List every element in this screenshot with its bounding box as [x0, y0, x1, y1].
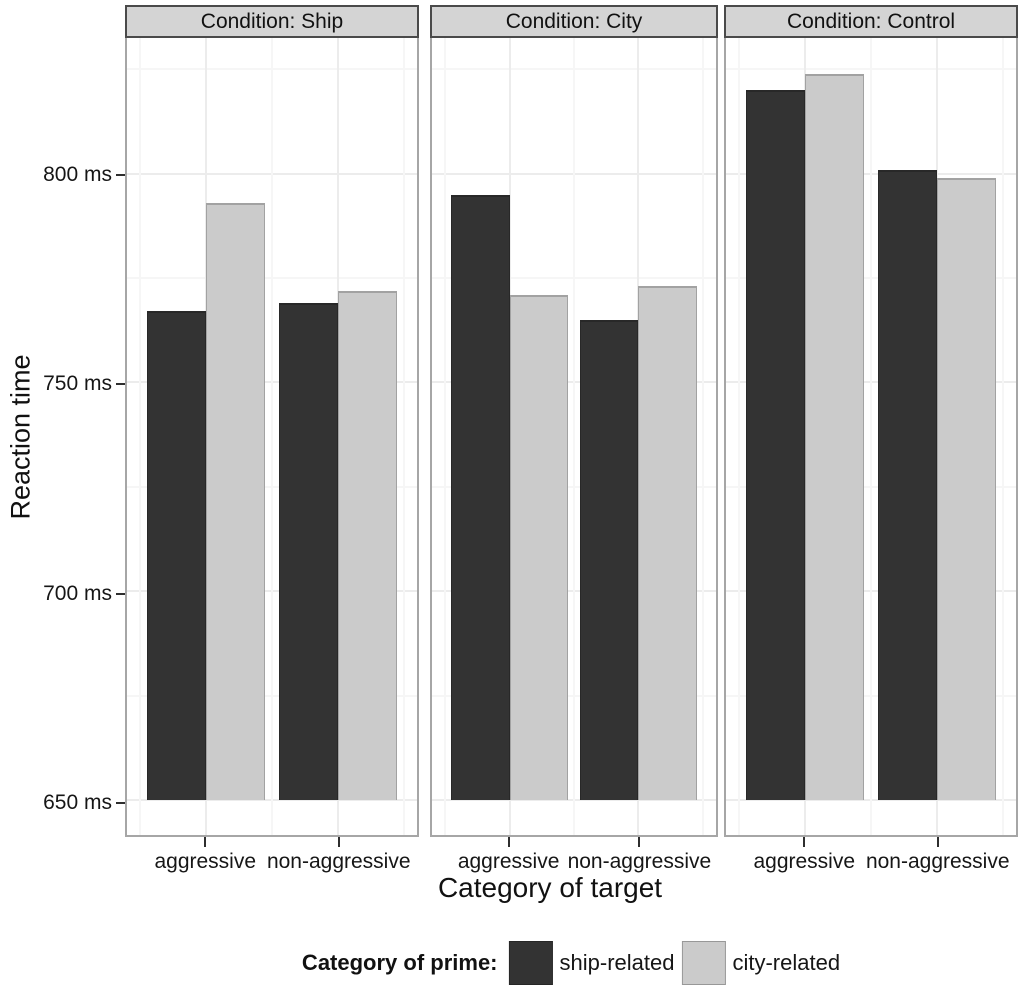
x-tick-label-non-aggressive: non-aggressive — [567, 850, 712, 873]
y-tick-mark-750 — [116, 383, 125, 385]
facet-control: Condition: Control aggressive non-aggres… — [724, 5, 1018, 873]
legend-title: Category of prime: — [301, 950, 498, 975]
bar-city-related-aggressive — [206, 202, 266, 800]
gridline-minor-vertical — [738, 38, 741, 835]
y-tick-label-700: 700 ms — [43, 582, 112, 605]
y-tick-label-750: 750 ms — [43, 372, 112, 395]
x-tick-label-non-aggressive: non-aggressive — [266, 850, 411, 873]
y-tick-mark-800 — [116, 174, 125, 176]
bar-city-related-aggressive — [805, 73, 865, 800]
bar-ship-related-non-aggressive — [580, 319, 639, 800]
gridline-minor-vertical — [870, 38, 872, 835]
facet-panel-ship — [125, 38, 419, 837]
facet-ship: Condition: Ship aggressive non-aggressiv… — [125, 5, 419, 873]
y-tick-mark-700 — [116, 593, 125, 595]
bar-ship-related-non-aggressive — [877, 169, 937, 800]
facet-strip-ship: Condition: Ship — [125, 5, 419, 38]
gridline-minor-vertical — [443, 38, 446, 835]
bar-city-related-non-aggressive — [337, 290, 398, 800]
x-tick-label-aggressive: aggressive — [154, 850, 257, 873]
legend-label-city-related: city-related — [732, 950, 841, 975]
x-tick-mark — [507, 837, 510, 847]
bar-city-related-non-aggressive — [936, 177, 997, 800]
legend-swatch-ship-related — [508, 941, 553, 985]
bar-ship-related-aggressive — [745, 90, 806, 800]
gridline-minor-vertical — [402, 38, 405, 835]
x-tick-mark — [936, 837, 939, 847]
x-tick-mark — [204, 837, 207, 847]
facet-strip-label: Condition: City — [505, 9, 643, 33]
bar-ship-related-aggressive — [146, 311, 207, 800]
gridline-minor-vertical — [1001, 38, 1004, 835]
y-tick-mark-650 — [116, 802, 125, 804]
facet-strip-label: Condition: Ship — [200, 9, 344, 33]
y-tick-label-800: 800 ms — [43, 163, 112, 186]
x-axis-title: Category of target — [437, 872, 663, 903]
x-tick-label-aggressive: aggressive — [457, 850, 560, 873]
facet-strip-control: Condition: Control — [724, 5, 1018, 38]
legend-label-ship-related: ship-related — [559, 950, 675, 975]
x-tick-mark — [337, 837, 340, 847]
facet-strip-city: Condition: City — [430, 5, 718, 38]
bar-ship-related-non-aggressive — [278, 303, 338, 800]
legend: Category of prime: ship-related city-rel… — [302, 941, 840, 985]
gridline-minor-vertical — [702, 38, 705, 835]
facet-strip-label: Condition: Control — [786, 9, 956, 33]
gridline-minor-vertical — [271, 38, 273, 835]
x-tick-mark — [803, 837, 806, 847]
bar-ship-related-aggressive — [451, 194, 510, 800]
gridline-minor-vertical — [139, 38, 142, 835]
facet-panel-city — [430, 38, 718, 837]
bar-city-related-non-aggressive — [638, 286, 697, 800]
facet-panel-control — [724, 38, 1018, 837]
x-tick-mark — [638, 837, 641, 847]
bar-city-related-aggressive — [509, 294, 568, 800]
gridline-minor-vertical — [573, 38, 575, 835]
legend-swatch-city-related — [681, 941, 726, 985]
facet-city: Condition: City aggressive non-aggressiv… — [430, 5, 718, 873]
x-tick-label-non-aggressive: non-aggressive — [865, 850, 1010, 873]
y-tick-label-650: 650 ms — [43, 791, 112, 814]
x-tick-label-aggressive: aggressive — [753, 850, 856, 873]
